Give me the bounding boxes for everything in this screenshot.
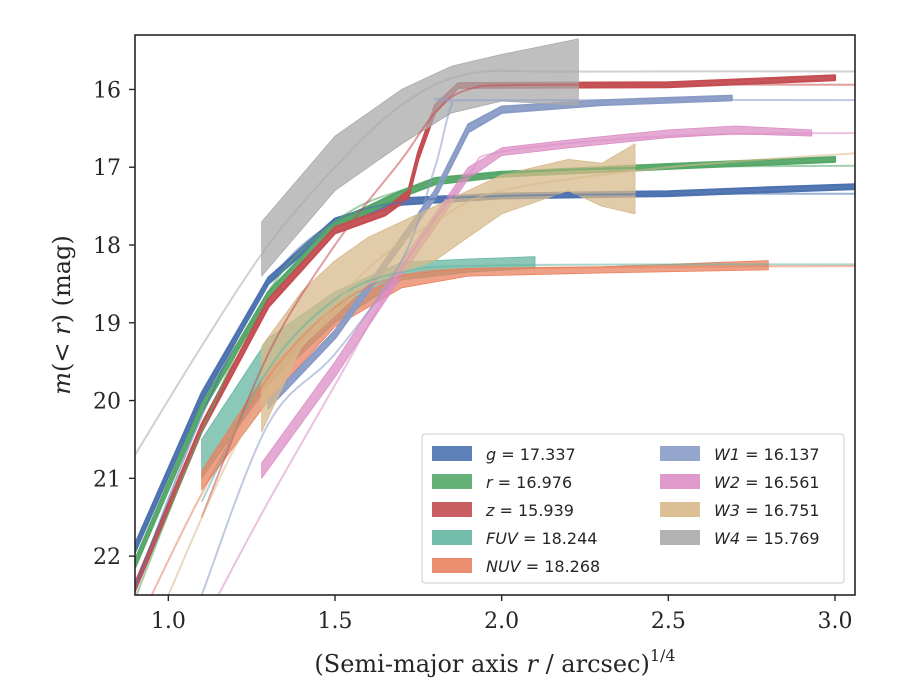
y-axis-label-tail: ) (mag) [48,235,76,323]
model-curve-g [135,192,855,588]
x-axis: 1.0 1.5 2.0 2.5 3.0 [151,595,853,634]
model-curve-nuv [150,265,855,595]
band-w4 [261,38,579,277]
y-tick-label: 18 [93,234,121,259]
data-lines [135,69,855,595]
legend-label-nuv: NUV = 18.268 [486,557,600,576]
plot-frame [134,34,856,596]
legend-label-w4: W4 = 15.769 [714,529,820,548]
y-tick-label: 22 [93,545,121,570]
legend-label-g: g = 17.337 [486,445,576,464]
legend-box [421,433,845,584]
x-tick-label: 1.0 [151,609,186,634]
y-axis-label-var: r [48,322,76,335]
legend-swatch-w2 [660,474,700,489]
legend-swatch-fuv [432,530,472,545]
y-axis-label-main: m [48,372,76,395]
legend-swatch-nuv [432,558,472,573]
legend-label-fuv: FUV = 18.244 [486,529,597,548]
legend-label-w2: W2 = 16.561 [714,473,820,492]
legend-label-z: z = 15.939 [485,501,574,520]
x-tick-label: 2.5 [651,609,686,634]
legend-label-r: r = 16.976 [486,473,572,492]
model-curve-w3 [167,152,855,595]
x-axis-label-exp: 1/4 [650,646,676,665]
x-axis-label: (Semi-major axis r / arcsec)1/4 [314,646,675,678]
x-axis-label-main: (Semi-major axis [314,650,526,678]
legend-swatch-z [432,502,472,517]
x-tick-label: 1.5 [318,609,353,634]
y-axis: 16 17 18 19 20 21 22 [93,78,135,570]
y-axis-label: m(< r) (mag) [48,235,76,395]
x-axis-label-tail: / arcsec) [538,650,650,678]
model-curve-w1 [200,97,855,595]
legend-label-w3: W3 = 16.751 [714,501,820,520]
model-curve-w4 [135,69,855,456]
y-tick-label: 16 [93,78,121,103]
model-curve-w2 [217,132,855,595]
legend-swatch-w3 [660,502,700,517]
legend-swatch-r [432,474,472,489]
y-tick-label: 19 [93,312,121,337]
legend: g = 17.337 r = 16.976 z = 15.939 FUV = 18.2… [421,433,845,584]
legend-swatch-w4 [660,530,700,545]
model-curve-z [200,83,855,518]
y-tick-label: 21 [93,467,121,492]
legend-swatch-g [432,446,472,461]
y-axis-label-args: (< [48,335,76,372]
legend-swatch-w1 [660,446,700,461]
x-tick-label: 3.0 [818,609,853,634]
x-axis-label-var: r [526,650,539,678]
legend-label-w1: W1 = 16.137 [714,445,820,464]
band-z [135,74,837,593]
y-tick-label: 20 [93,390,121,415]
x-tick-label: 2.0 [484,609,519,634]
y-tick-label: 17 [93,156,121,181]
